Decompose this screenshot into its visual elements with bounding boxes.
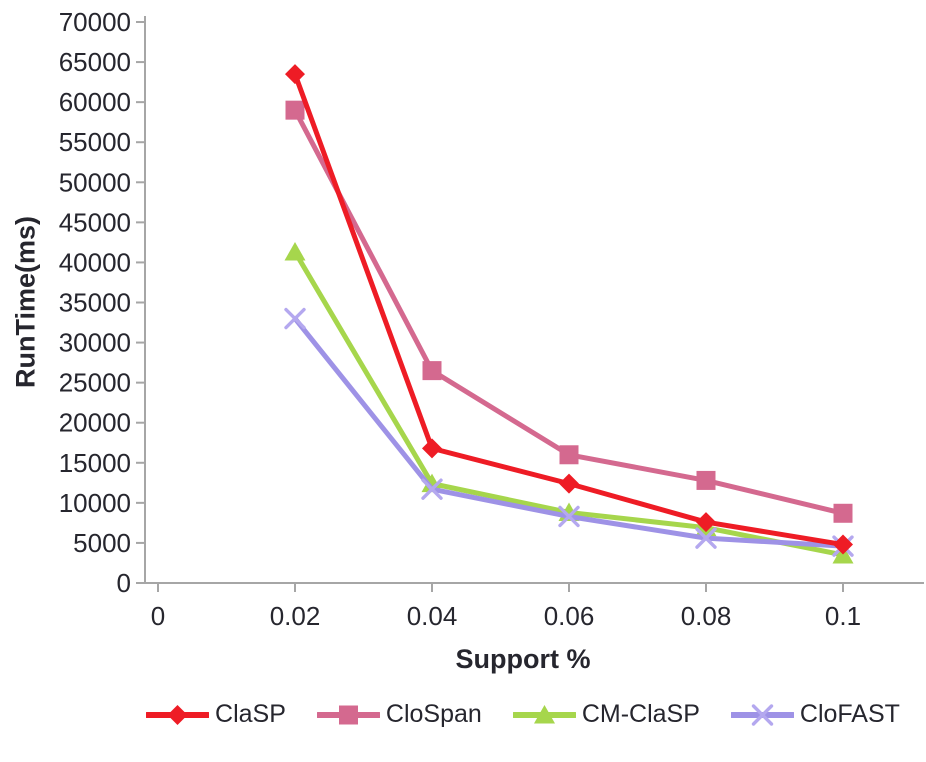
y-tick-label: 15000	[59, 448, 131, 478]
y-tick-label: 55000	[59, 127, 131, 157]
marker-x-CloFAST	[695, 527, 717, 549]
legend-item-CloSpan: CloSpan	[316, 700, 482, 729]
y-tick-label: 45000	[59, 207, 131, 237]
y-tick-label: 40000	[59, 247, 131, 277]
x-tick-label: 0.08	[681, 601, 732, 631]
y-tick-label: 35000	[59, 288, 131, 318]
y-tick-label: 25000	[59, 368, 131, 398]
marker-diamond-ClaSP	[167, 704, 188, 725]
legend-item-CM-ClaSP: CM-ClaSP	[512, 700, 700, 729]
legend-swatch-x-icon	[730, 703, 794, 726]
y-tick-label: 20000	[59, 408, 131, 438]
legend-item-ClaSP: ClaSP	[146, 700, 286, 729]
marker-diamond-ClaSP	[285, 64, 305, 85]
x-tick-label: 0.02	[270, 601, 321, 631]
x-tick-label: 0.1	[825, 601, 861, 631]
legend-swatch-square-icon	[316, 705, 380, 724]
marker-x-CloFAST	[558, 505, 580, 528]
marker-diamond-ClaSP	[422, 438, 442, 459]
x-tick-label: 0	[151, 601, 165, 631]
marker-x-CloFAST	[284, 307, 306, 330]
x-tick-label: 0.06	[544, 601, 595, 631]
legend: ClaSP CloSpan CM-ClaSP CloFAST	[120, 700, 926, 729]
marker-triangle-CM-ClaSP	[421, 473, 443, 493]
y-axis-title: RunTime(ms)	[10, 215, 41, 389]
legend-swatch-diamond-icon	[146, 704, 210, 725]
y-tick-label: 70000	[59, 7, 131, 37]
y-tick-label: 10000	[59, 488, 131, 518]
marker-square-CloSpan	[338, 705, 358, 724]
legend-label-ClaSP: ClaSP	[215, 700, 286, 728]
marker-x-CloFAST	[751, 703, 774, 726]
y-tick-label: 60000	[59, 87, 131, 117]
marker-square-CloSpan	[696, 470, 716, 490]
legend-item-CloFAST: CloFAST	[730, 700, 900, 729]
marker-triangle-CM-ClaSP	[284, 242, 306, 261]
legend-label-CloFAST: CloFAST	[799, 700, 900, 728]
marker-square-CloSpan	[833, 503, 853, 523]
marker-square-CloSpan	[285, 100, 305, 120]
y-tick-label: 65000	[59, 47, 131, 77]
legend-label-CloSpan: CloSpan	[385, 700, 482, 728]
y-tick-label: 50000	[59, 167, 131, 197]
x-tick-label: 0.04	[407, 601, 458, 631]
x-axis-title: Support %	[455, 644, 591, 674]
y-tick-label: 30000	[59, 328, 131, 358]
marker-square-CloSpan	[422, 361, 442, 381]
y-tick-label: 5000	[73, 528, 131, 558]
marker-diamond-ClaSP	[833, 534, 853, 555]
legend-label-CM-ClaSP: CM-ClaSP	[581, 700, 700, 728]
marker-diamond-ClaSP	[559, 473, 579, 494]
marker-x-CloFAST	[421, 478, 443, 500]
legend-swatch-triangle-icon	[512, 704, 576, 723]
y-tick-label: 0	[117, 568, 131, 598]
marker-diamond-ClaSP	[696, 512, 716, 533]
marker-square-CloSpan	[559, 445, 579, 465]
marker-triangle-CM-ClaSP	[533, 704, 555, 723]
